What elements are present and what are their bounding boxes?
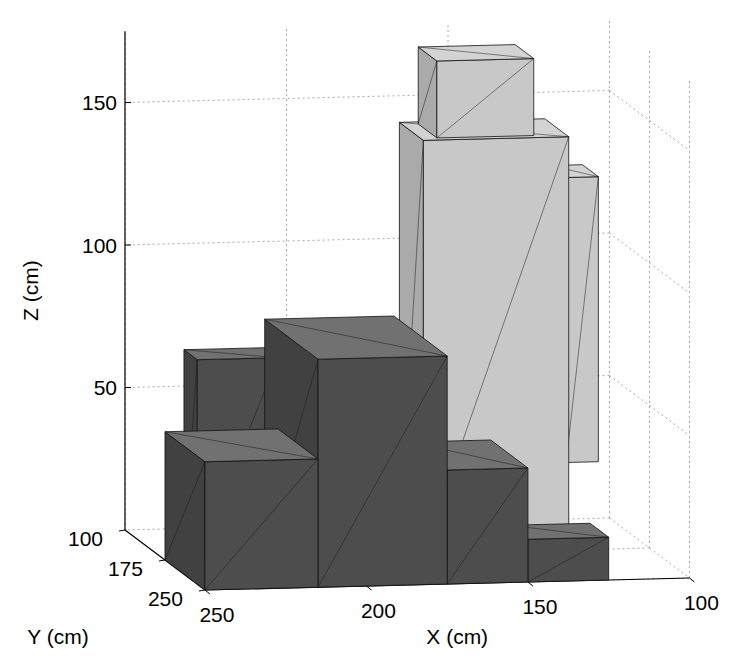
svg-text:X (cm): X (cm) bbox=[426, 625, 488, 648]
svg-text:250: 250 bbox=[148, 587, 183, 610]
svg-text:50: 50 bbox=[94, 376, 117, 399]
svg-text:100: 100 bbox=[684, 591, 719, 614]
svg-text:175: 175 bbox=[108, 557, 143, 580]
svg-text:150: 150 bbox=[82, 91, 117, 114]
svg-text:200: 200 bbox=[361, 599, 396, 622]
svg-text:Y (cm): Y (cm) bbox=[27, 625, 88, 648]
svg-text:100: 100 bbox=[82, 234, 117, 257]
svg-text:Z (cm): Z (cm) bbox=[19, 260, 42, 321]
svg-text:150: 150 bbox=[522, 595, 557, 618]
svg-text:100: 100 bbox=[68, 527, 103, 550]
svg-text:250: 250 bbox=[199, 603, 234, 626]
